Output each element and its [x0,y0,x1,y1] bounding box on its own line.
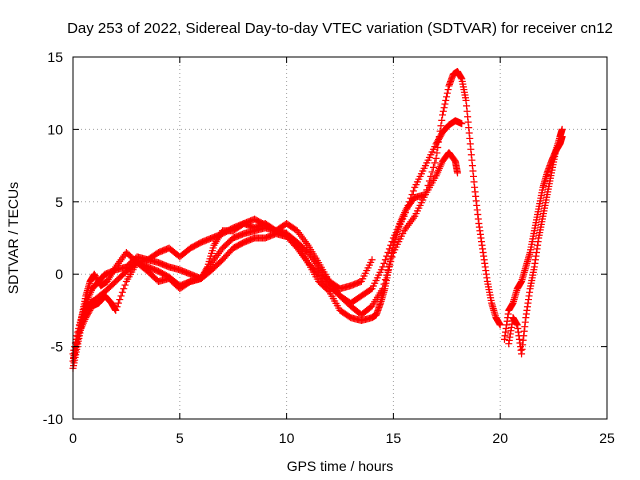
data-point-marker [432,154,440,162]
axis-ticks: 0 5 10 15 20 25 -10 -5 0 5 10 15 [43,49,615,446]
data-point-marker [442,96,450,104]
data-point-marker [443,93,451,101]
data-point-marker [116,296,124,304]
data-point-marker [424,182,432,190]
series-track-2 [69,117,466,358]
data-point-marker [421,191,429,199]
data-point-marker [113,303,121,311]
data-point-marker [427,172,435,180]
data-point-marker [435,138,443,146]
data-point-marker [431,159,439,167]
series-track-6 [505,125,566,358]
x-tick-label: 0 [69,430,77,446]
series-track-4 [69,220,376,365]
y-tick-label: 5 [55,194,63,210]
data-point-marker [439,111,447,119]
data-point-marker [324,286,332,294]
series-track-3 [69,67,504,365]
data-point-marker [437,122,445,130]
series-track-1 [69,149,461,372]
data-point-marker [423,186,431,194]
data-point-marker [379,263,387,271]
data-point-marker [558,125,566,133]
x-tick-label: 5 [176,430,184,446]
x-axis-label: GPS time / hours [287,458,394,474]
data-point-marker [433,149,441,157]
data-point-marker [440,104,448,112]
data-point-marker [367,286,375,294]
chart-title: Day 253 of 2022, Sidereal Day-to-day VTE… [67,20,613,37]
data-point-marker [434,144,442,151]
y-tick-label: 15 [47,49,63,65]
data-point-marker [496,321,504,329]
data-point-marker [380,259,388,267]
data-point-marker [121,281,129,289]
data-point-marker [429,163,437,171]
data-point-marker [368,256,376,264]
data-point-marker [436,127,444,135]
data-point-marker [453,169,461,177]
data-point-marker [118,288,126,296]
x-tick-label: 25 [599,430,615,446]
data-point-marker [428,168,436,176]
data-point-marker [384,248,392,256]
y-tick-label: -5 [51,339,64,355]
data-point-marker [458,120,466,128]
data-point-marker [120,285,128,293]
y-tick-label: 10 [47,121,63,137]
data-point-marker [425,177,433,185]
x-tick-label: 10 [279,430,295,446]
data-point-marker [112,306,120,314]
grid-lines [73,57,607,419]
data-point-marker [439,107,447,115]
data-point-marker [443,89,451,97]
y-tick-label: -10 [43,411,63,427]
data-point-marker [441,100,449,108]
data-point-marker [114,299,122,307]
data-points [69,67,566,372]
data-point-marker [203,264,211,272]
plot-frame [72,56,608,420]
y-tick-label: 0 [55,266,63,282]
data-point-marker [409,187,417,195]
data-point-marker [117,292,125,300]
data-point-marker [438,116,446,124]
x-tick-label: 20 [492,430,508,446]
data-point-marker [381,256,389,264]
data-point-marker [435,133,443,141]
data-point-marker [444,86,452,94]
y-axis-label: SDTVAR / TECUs [5,182,21,294]
x-tick-label: 15 [386,430,402,446]
